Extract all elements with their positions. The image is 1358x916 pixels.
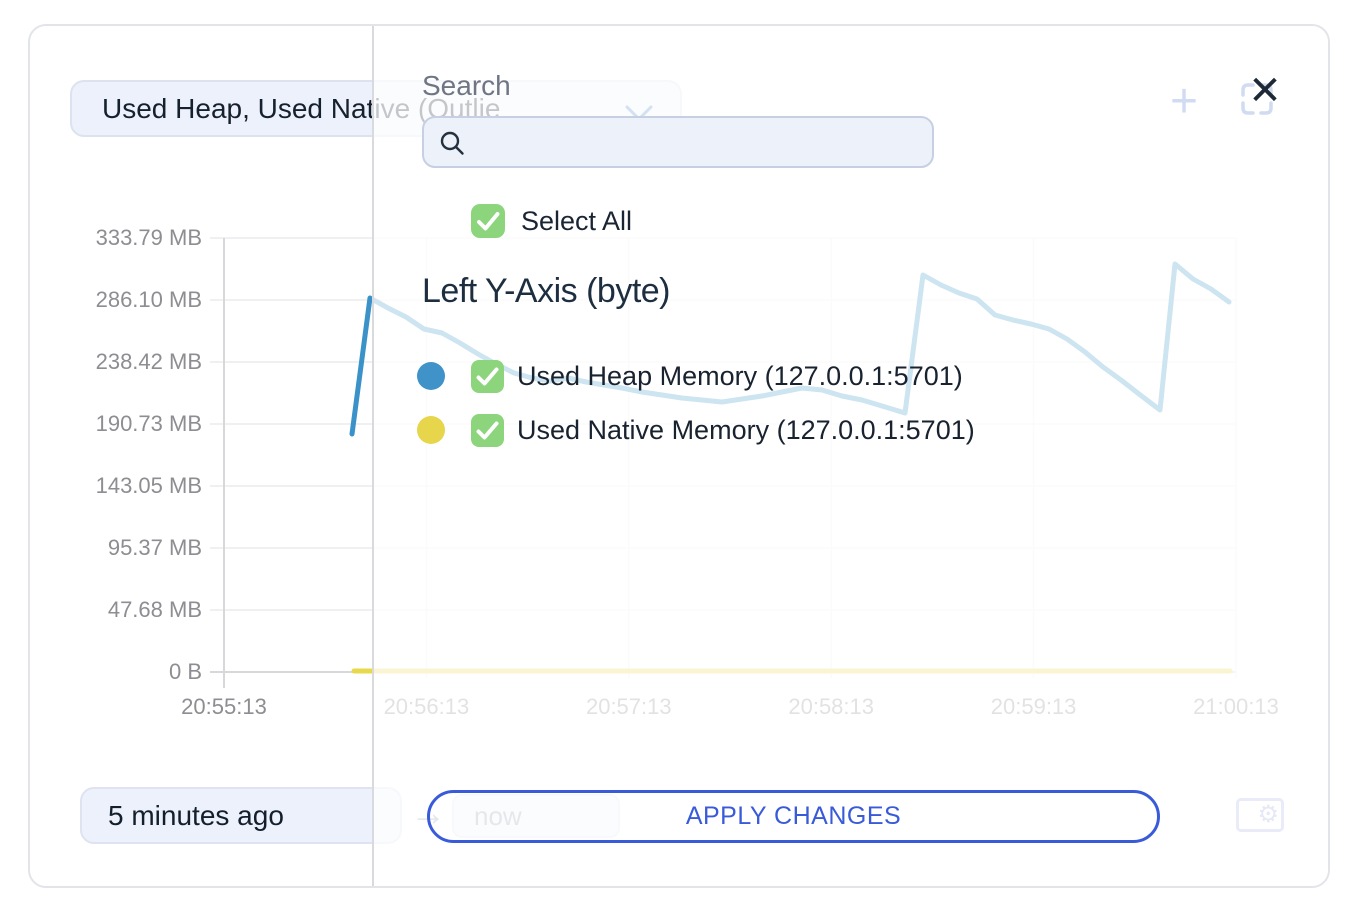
x-tick-label: 20:55:13: [181, 694, 267, 719]
y-tick-label: 238.42 MB: [95, 349, 202, 374]
y-tick-label: 95.37 MB: [107, 535, 202, 560]
native-series-color-dot: [417, 416, 445, 444]
used-heap-checkbox[interactable]: [471, 359, 504, 393]
time-range-from-value: 5 minutes ago: [108, 799, 284, 831]
search-input[interactable]: [476, 122, 920, 164]
y-tick-label: 190.73 MB: [95, 411, 202, 436]
apply-changes-button[interactable]: APPLY CHANGES: [427, 790, 1160, 843]
options-panel: Search Select All Left Y-Axi: [30, 26, 1328, 886]
close-icon: ✕: [1248, 69, 1282, 113]
y-tick-label: 333.79 MB: [95, 225, 202, 250]
metric-row-used-heap: Used Heap Memory (127.0.0.1:5701): [417, 359, 963, 393]
select-all-checkbox[interactable]: [471, 204, 505, 238]
options-overlay-backdrop: [372, 26, 1328, 886]
search-label: Search: [422, 70, 511, 101]
metrics-chart-card: 333.79 MB 286.10 MB 238.42 MB 190.73 MB 143.…: [28, 24, 1330, 888]
close-button[interactable]: ✕: [1244, 70, 1286, 112]
metric-label: Used Heap Memory (127.0.0.1:5701): [517, 360, 963, 391]
y-tick-label: 0 B: [168, 659, 202, 684]
y-tick-label: 143.05 MB: [95, 473, 202, 498]
select-all-row: Select All: [471, 204, 632, 238]
metric-label: Used Native Memory (127.0.0.1:5701): [517, 414, 975, 445]
checkmark-icon: [476, 421, 499, 439]
metric-row-used-native: Used Native Memory (127.0.0.1:5701): [417, 413, 975, 447]
heap-series-color-dot: [417, 362, 445, 390]
metric-group-heading: Left Y-Axis (byte): [422, 272, 671, 310]
search-field: [422, 116, 934, 168]
checkmark-icon: [477, 212, 500, 231]
search-icon: [439, 130, 467, 163]
checkmark-icon: [476, 367, 499, 385]
select-all-label: Select All: [521, 205, 633, 236]
used-native-checkbox[interactable]: [471, 413, 504, 447]
y-tick-label: 286.10 MB: [95, 287, 202, 312]
y-tick-label: 47.68 MB: [107, 597, 202, 622]
